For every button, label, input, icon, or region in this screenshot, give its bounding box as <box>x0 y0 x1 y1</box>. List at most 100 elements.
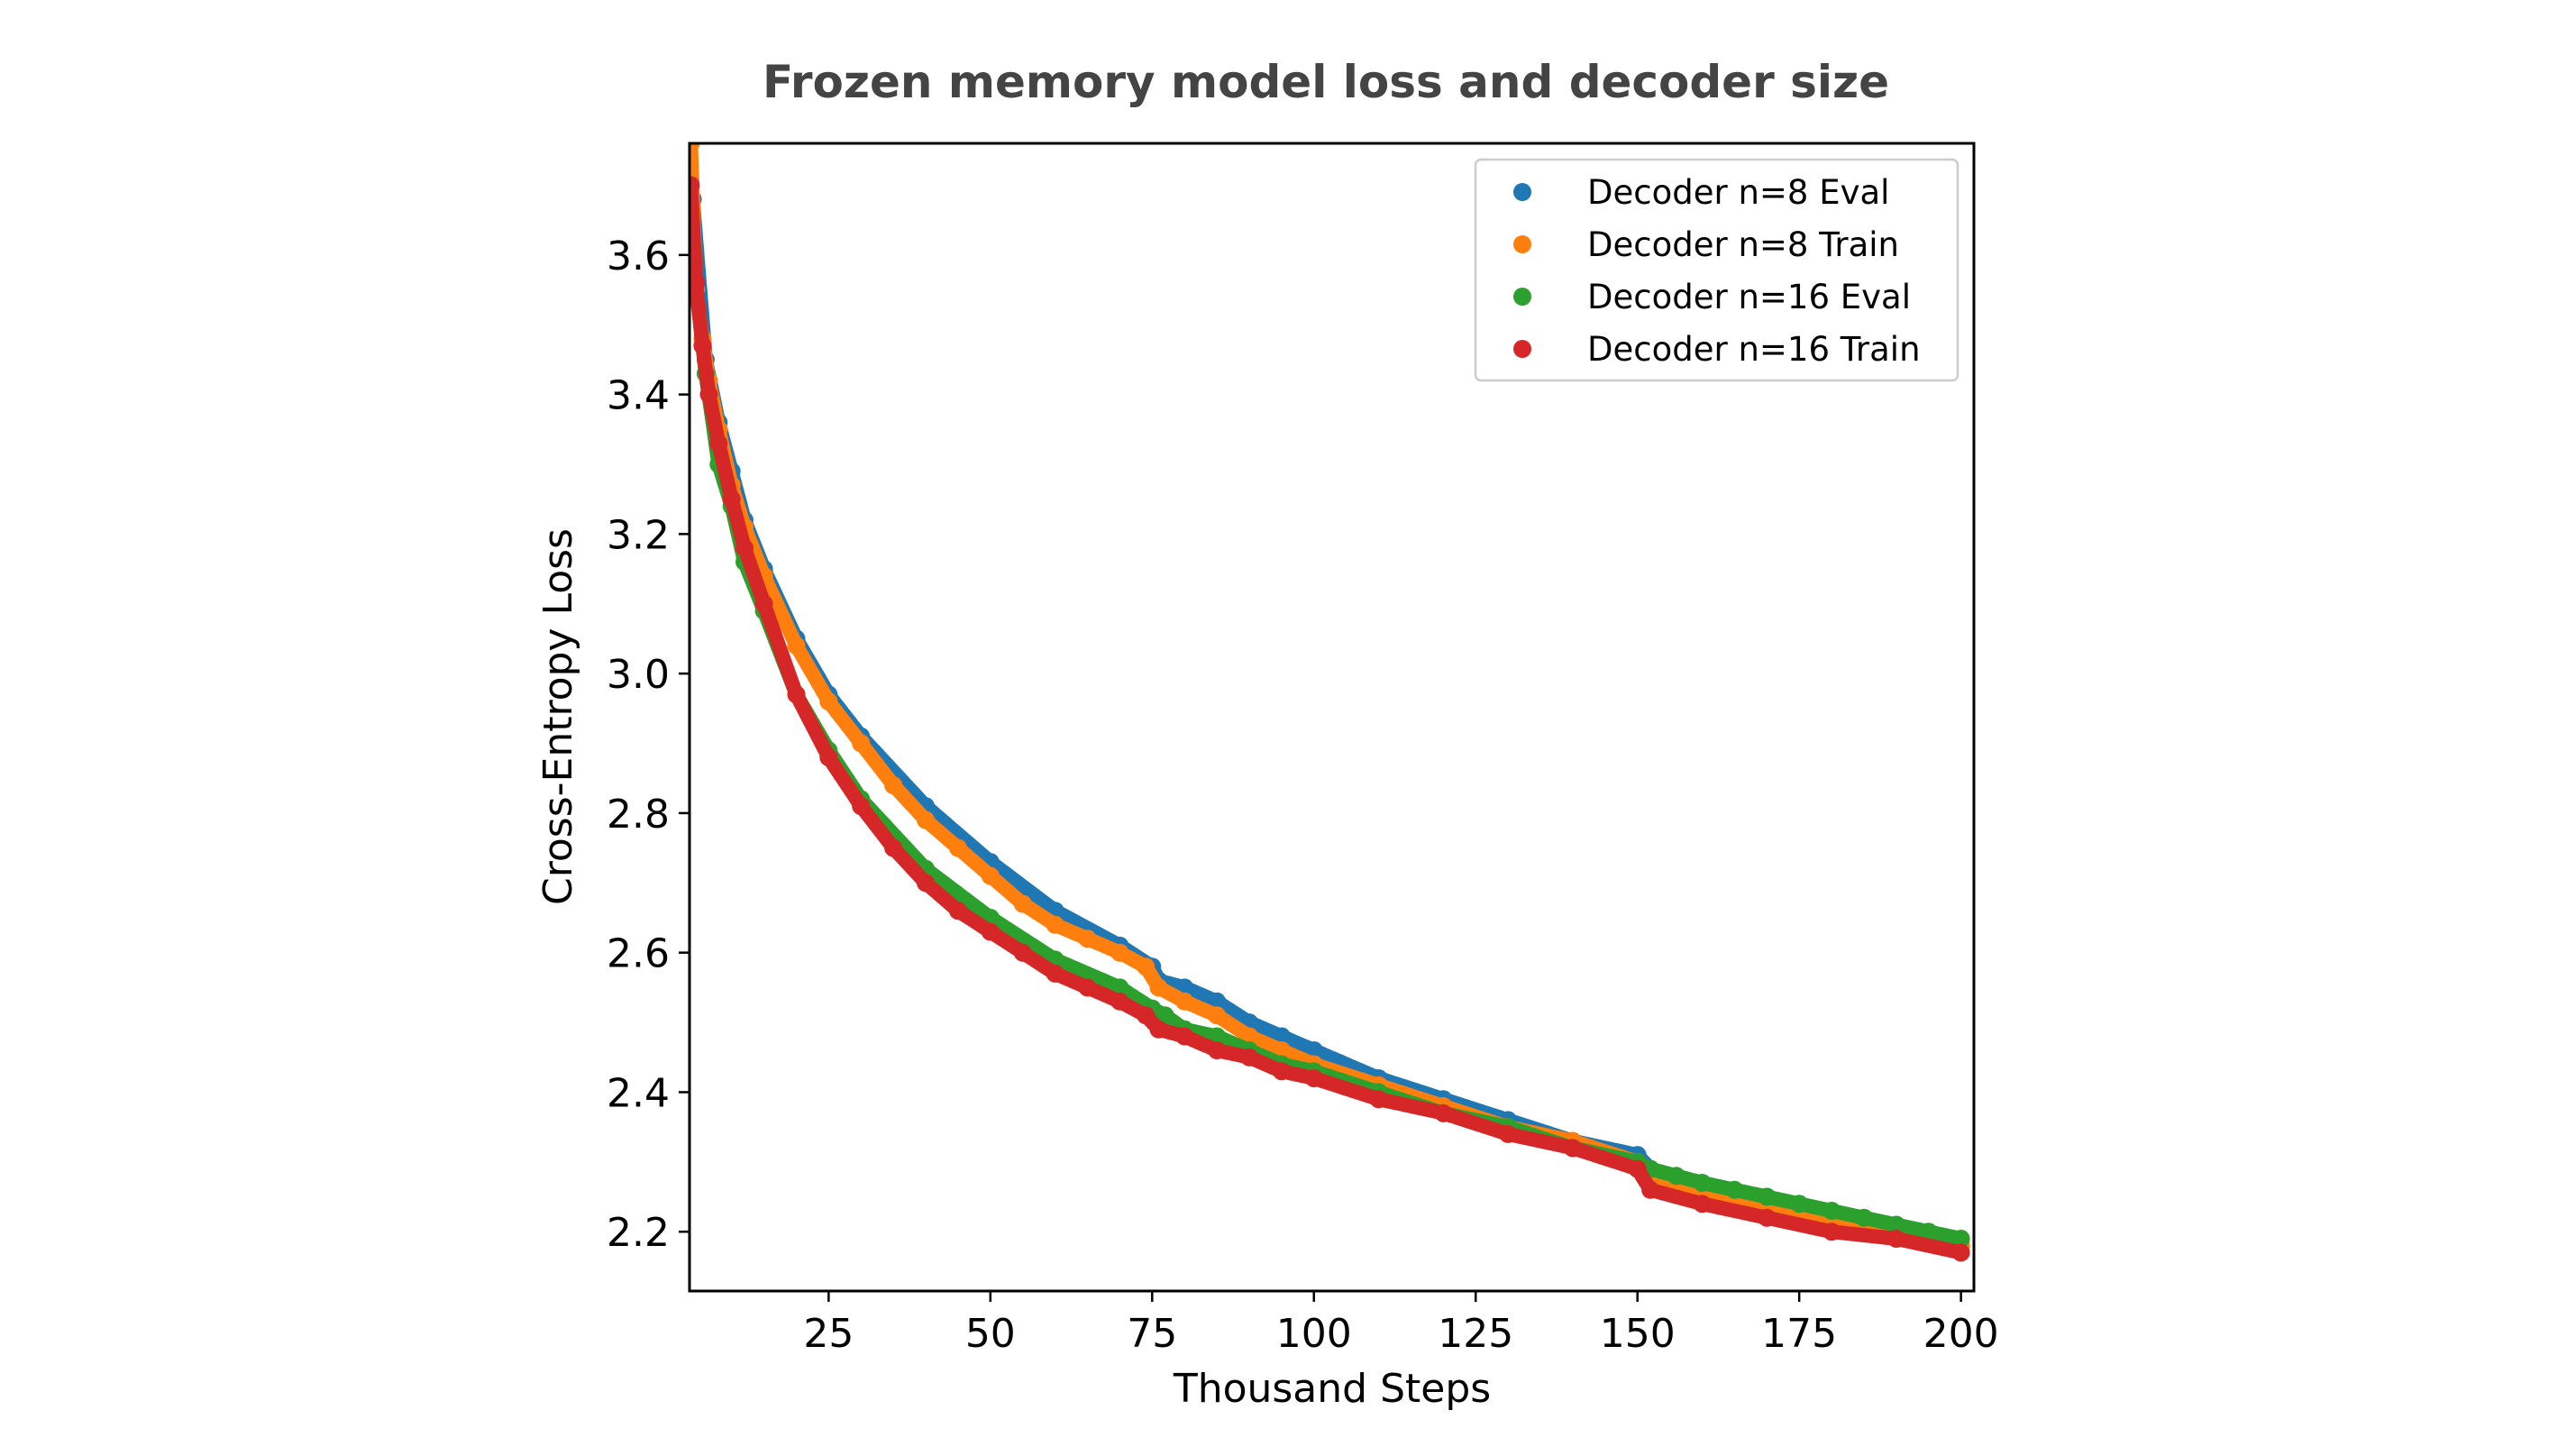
axis-ticks: 25 50 75 100 125 150 175 200 2.2 2.4 2.6 2.8 3.0 3.2 3… <box>607 234 1999 1357</box>
legend-label: Decoder n=16 Train <box>1587 330 1921 369</box>
data-point <box>948 902 967 920</box>
data-point <box>884 776 903 794</box>
data-point <box>1822 1222 1841 1241</box>
data-point <box>1137 957 1156 976</box>
data-point <box>1822 1202 1841 1220</box>
data-point <box>1272 1062 1291 1081</box>
data-point <box>1951 1243 1970 1262</box>
data-point <box>1499 1124 1518 1143</box>
data-point <box>1758 1208 1777 1227</box>
data-point <box>709 434 728 453</box>
x-tick-label: 50 <box>965 1311 1016 1357</box>
data-point <box>1886 1230 1905 1248</box>
data-point <box>754 594 773 613</box>
data-point <box>1149 978 1168 997</box>
y-tick-label: 3.6 <box>607 234 670 279</box>
data-point <box>699 385 718 404</box>
data-point <box>1758 1187 1777 1206</box>
x-tick-label: 75 <box>1127 1311 1177 1357</box>
data-point <box>981 866 1000 885</box>
data-point <box>1078 929 1097 948</box>
data-point <box>1013 943 1032 962</box>
data-point <box>1175 992 1194 1011</box>
data-point <box>981 922 1000 941</box>
data-point <box>1208 1041 1227 1059</box>
x-tick-label: 200 <box>1923 1311 1999 1357</box>
x-tick-label: 150 <box>1600 1311 1676 1357</box>
data-point <box>1919 1222 1938 1241</box>
data-point <box>1886 1215 1905 1234</box>
data-point <box>1156 1006 1174 1025</box>
data-point <box>1078 978 1097 997</box>
data-point <box>917 874 935 893</box>
legend-marker <box>1513 235 1531 253</box>
legend-marker <box>1513 288 1531 306</box>
data-point <box>787 685 806 704</box>
y-tick-label: 2.4 <box>607 1070 670 1116</box>
data-point <box>1563 1139 1582 1158</box>
data-point <box>1641 1180 1660 1199</box>
data-point <box>1855 1208 1873 1227</box>
y-axis-label: Cross-Entropy Loss <box>535 528 581 905</box>
data-point <box>787 636 806 655</box>
data-point <box>1110 992 1129 1011</box>
legend-marker <box>1513 183 1531 201</box>
legend-label: Decoder n=16 Eval <box>1587 278 1911 316</box>
data-point <box>1137 1006 1156 1025</box>
data-point <box>1013 894 1032 913</box>
data-point <box>690 176 700 195</box>
data-point <box>1240 1048 1258 1067</box>
data-point <box>1790 1195 1809 1213</box>
data-point <box>819 692 838 711</box>
x-tick-label: 175 <box>1761 1311 1837 1357</box>
legend-box <box>1474 158 1959 382</box>
x-axis-label: Thousand Steps <box>1173 1366 1491 1412</box>
data-point <box>1693 1195 1712 1213</box>
data-point <box>690 273 706 292</box>
data-point <box>735 538 754 557</box>
data-point <box>852 797 871 816</box>
series-2-band <box>690 247 1969 1246</box>
y-tick-label: 3.2 <box>607 512 670 558</box>
data-point <box>1628 1159 1647 1178</box>
data-point <box>1725 1180 1744 1199</box>
y-tick-label: 2.2 <box>607 1210 670 1256</box>
plot-frame <box>688 142 1976 1293</box>
data-point <box>693 336 712 355</box>
x-tick-label: 100 <box>1276 1311 1352 1357</box>
plot-area <box>690 143 1970 1262</box>
data-point <box>1110 943 1129 962</box>
legend-label: Decoder n=8 Eval <box>1587 173 1889 212</box>
y-tick-label: 3.0 <box>607 652 670 698</box>
data-point <box>1693 1174 1712 1193</box>
data-point <box>1175 1027 1194 1046</box>
x-tick-label: 125 <box>1438 1311 1513 1357</box>
x-tick-label: 25 <box>803 1311 854 1357</box>
data-point <box>884 838 903 857</box>
data-point <box>917 810 935 829</box>
data-point <box>1304 1069 1323 1087</box>
data-point <box>1046 964 1064 983</box>
y-tick-label: 3.4 <box>607 373 670 419</box>
data-point <box>1208 1006 1227 1025</box>
data-point <box>1369 1090 1388 1109</box>
data-point <box>690 143 700 152</box>
legend-label: Decoder n=8 Train <box>1587 225 1899 264</box>
data-point <box>852 734 871 753</box>
data-point <box>948 838 967 857</box>
data-point <box>1149 1020 1168 1039</box>
legend-marker <box>1513 340 1531 358</box>
chart-title: Frozen memory model loss and decoder siz… <box>763 56 1889 108</box>
data-point <box>1046 915 1064 934</box>
y-tick-label: 2.6 <box>607 931 670 977</box>
data-point <box>1667 1167 1685 1186</box>
legend: Decoder n=8 Eval Decoder n=8 Train Decoder… <box>1474 158 1959 382</box>
y-tick-label: 2.8 <box>607 792 670 838</box>
data-point <box>1434 1103 1453 1122</box>
data-point <box>1951 1230 1970 1248</box>
series-3 <box>690 176 1970 1262</box>
data-point <box>819 748 838 766</box>
data-point <box>722 490 741 508</box>
